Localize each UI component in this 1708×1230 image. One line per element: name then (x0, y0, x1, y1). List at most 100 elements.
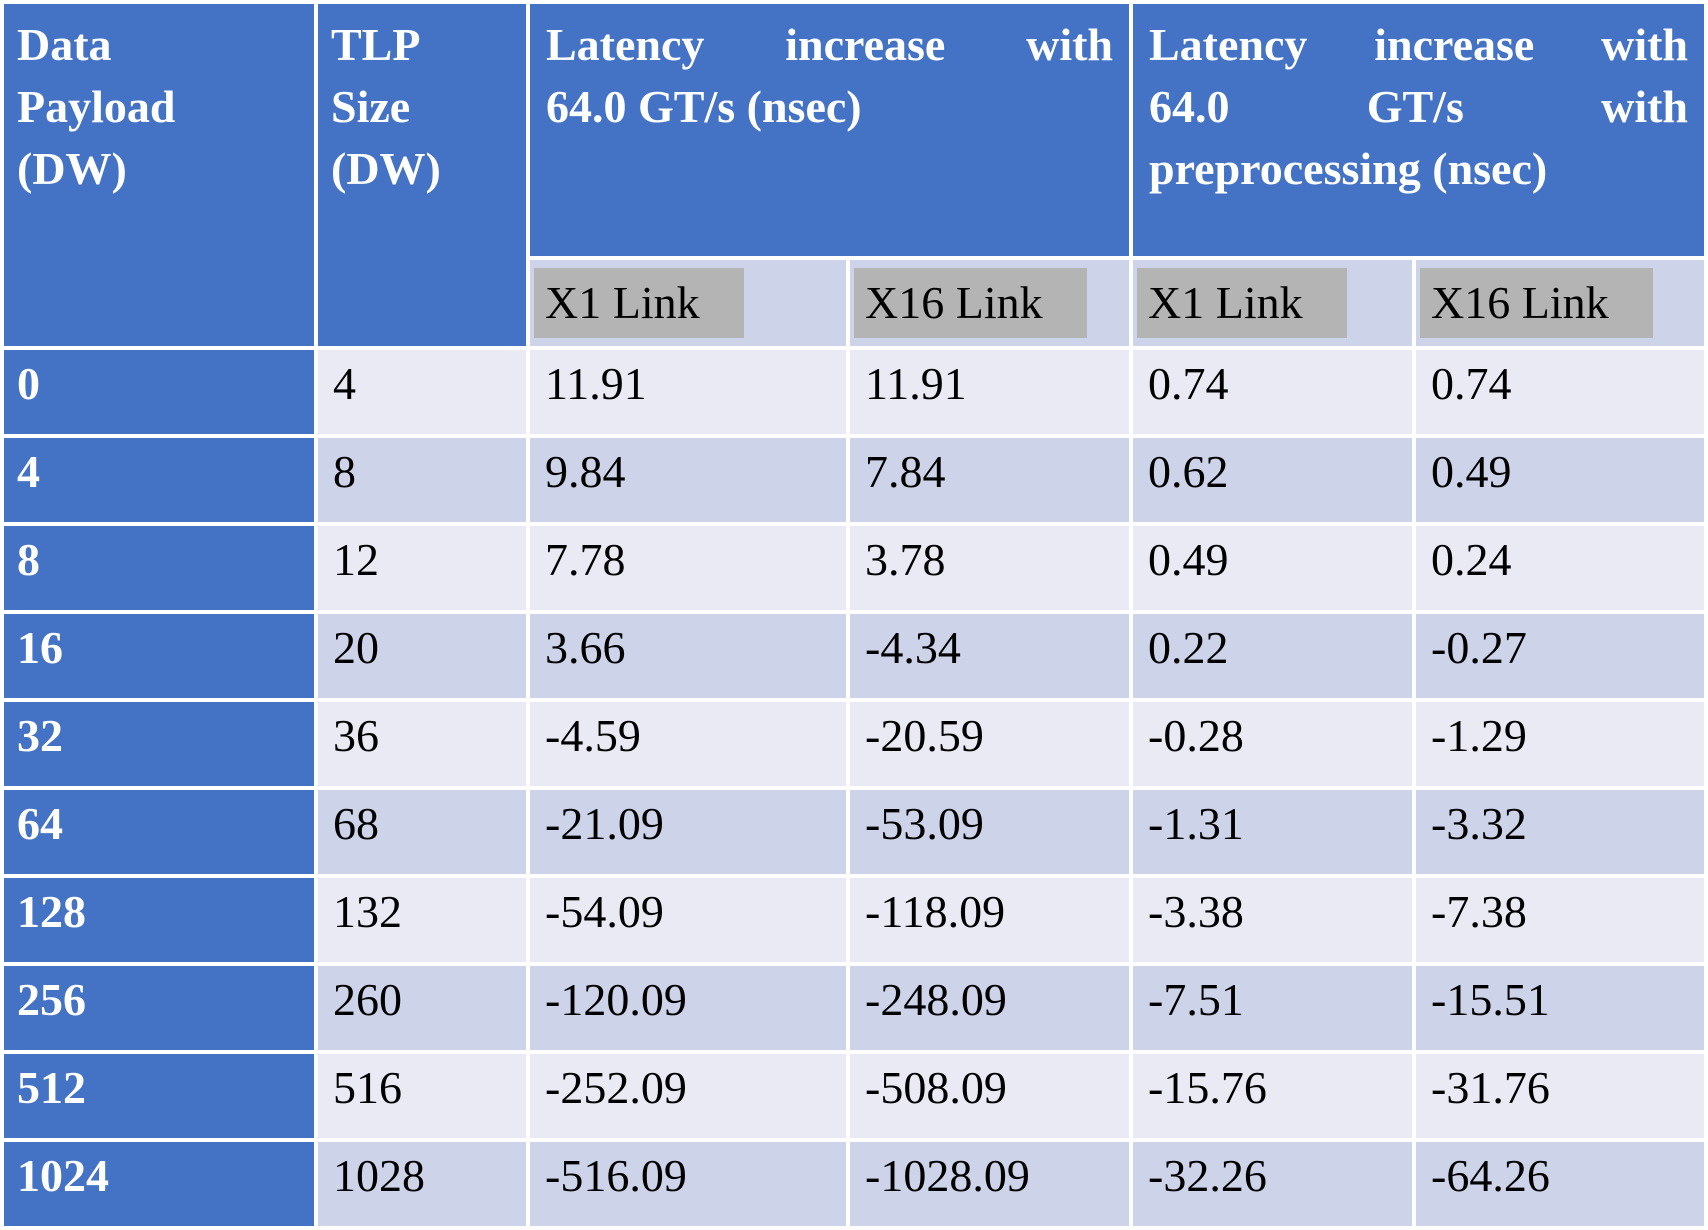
header-word: Payload (17, 81, 176, 132)
cell-tlp-size: 4 (318, 350, 526, 434)
cell-latency-x16: -118.09 (850, 878, 1129, 962)
cell-data-payload: 8 (4, 526, 314, 610)
cell-tlp-size: 68 (318, 790, 526, 874)
header-latency-preprocessing-group: Latency increase with 64.0 GT/s with preproces… (1133, 4, 1704, 256)
cell-data-payload: 128 (4, 878, 314, 962)
header-word: increase (1374, 19, 1535, 70)
header-line: 64.0 GT/s (nsec) (546, 81, 862, 132)
cell-latency-pre-x1: -1.31 (1133, 790, 1412, 874)
table-row: 128 132 -54.09 -118.09 -3.38 -7.38 (4, 878, 1704, 962)
cell-latency-x16: -1028.09 (850, 1142, 1129, 1226)
header-word: with (1601, 81, 1688, 132)
table-row: 32 36 -4.59 -20.59 -0.28 -1.29 (4, 702, 1704, 786)
cell-latency-x1: 11.91 (530, 350, 846, 434)
cell-latency-pre-x1: -3.38 (1133, 878, 1412, 962)
cell-latency-pre-x16: -1.29 (1416, 702, 1704, 786)
cell-latency-x1: 9.84 (530, 438, 846, 522)
table-row: 0 4 11.91 11.91 0.74 0.74 (4, 350, 1704, 434)
header-line: preprocessing (nsec) (1149, 143, 1548, 194)
header-line: Data (17, 14, 298, 76)
cell-data-payload: 256 (4, 966, 314, 1050)
header-word: with (1601, 19, 1688, 70)
cell-latency-x1: -54.09 (530, 878, 846, 962)
cell-latency-x1: -21.09 (530, 790, 846, 874)
cell-latency-pre-x1: -32.26 (1133, 1142, 1412, 1226)
header-line: (DW) (17, 143, 127, 194)
cell-tlp-size: 260 (318, 966, 526, 1050)
cell-latency-pre-x1: -15.76 (1133, 1054, 1412, 1138)
cell-latency-x1: -4.59 (530, 702, 846, 786)
subheader-cell-pre-x16-link: X16 Link (1416, 260, 1704, 346)
cell-latency-pre-x16: -64.26 (1416, 1142, 1704, 1226)
cell-latency-x16: 7.84 (850, 438, 1129, 522)
subheader-cell-pre-x1-link: X1 Link (1133, 260, 1412, 346)
subheader-cell-x16-link: X16 Link (850, 260, 1129, 346)
cell-data-payload: 4 (4, 438, 314, 522)
header-tlp-size: TLP Size (DW) (318, 4, 526, 346)
header-word: Latency (1149, 19, 1308, 70)
header-word: 64.0 (1149, 81, 1230, 132)
cell-tlp-size: 516 (318, 1054, 526, 1138)
cell-latency-pre-x16: -31.76 (1416, 1054, 1704, 1138)
header-line: (DW) (331, 143, 441, 194)
header-line: 64.0 GT/s with (1149, 76, 1688, 138)
table-row: 4 8 9.84 7.84 0.62 0.49 (4, 438, 1704, 522)
cell-tlp-size: 36 (318, 702, 526, 786)
subheader-label-x16-link: X16 Link (854, 268, 1087, 338)
header-word: with (1026, 19, 1113, 70)
cell-data-payload: 1024 (4, 1142, 314, 1226)
header-row: Data Payload (DW) TLP Size (DW) Latency incre… (4, 4, 1704, 346)
cell-latency-x1: -516.09 (530, 1142, 846, 1226)
table-row: 64 68 -21.09 -53.09 -1.31 -3.32 (4, 790, 1704, 874)
cell-latency-x16: -508.09 (850, 1054, 1129, 1138)
cell-latency-x16: -20.59 (850, 702, 1129, 786)
subheader-row: X1 Link X16 Link X1 Link X16 Link (4, 260, 1704, 346)
table-row: 256 260 -120.09 -248.09 -7.51 -15.51 (4, 966, 1704, 1050)
table-row: 16 20 3.66 -4.34 0.22 -0.27 (4, 614, 1704, 698)
header-line: Latency increase with (546, 14, 1113, 76)
cell-latency-pre-x16: -7.38 (1416, 878, 1704, 962)
cell-latency-pre-x16: -15.51 (1416, 966, 1704, 1050)
cell-latency-pre-x1: -7.51 (1133, 966, 1412, 1050)
cell-latency-x1: 7.78 (530, 526, 846, 610)
cell-latency-x1: -252.09 (530, 1054, 846, 1138)
cell-data-payload: 512 (4, 1054, 314, 1138)
cell-data-payload: 32 (4, 702, 314, 786)
cell-latency-x16: -53.09 (850, 790, 1129, 874)
subheader-label-x1-link: X1 Link (534, 268, 744, 338)
cell-latency-x16: 11.91 (850, 350, 1129, 434)
cell-latency-pre-x1: -0.28 (1133, 702, 1412, 786)
cell-tlp-size: 8 (318, 438, 526, 522)
subheader-cell-x1-link: X1 Link (530, 260, 846, 346)
cell-tlp-size: 20 (318, 614, 526, 698)
table-row: 8 12 7.78 3.78 0.49 0.24 (4, 526, 1704, 610)
subheader-label-pre-x1-link: X1 Link (1137, 268, 1347, 338)
cell-data-payload: 0 (4, 350, 314, 434)
cell-latency-x16: -248.09 (850, 966, 1129, 1050)
cell-latency-x1: 3.66 (530, 614, 846, 698)
header-word: TLP (331, 19, 421, 70)
header-word: Size (331, 81, 411, 132)
header-word: Latency (546, 19, 705, 70)
cell-latency-pre-x1: 0.49 (1133, 526, 1412, 610)
header-word: Data (17, 19, 112, 70)
table-row: 1024 1028 -516.09 -1028.09 -32.26 -64.26 (4, 1142, 1704, 1226)
header-data-payload: Data Payload (DW) (4, 4, 314, 346)
cell-tlp-size: 1028 (318, 1142, 526, 1226)
cell-latency-x16: -4.34 (850, 614, 1129, 698)
cell-latency-x1: -120.09 (530, 966, 846, 1050)
cell-latency-pre-x1: 0.62 (1133, 438, 1412, 522)
header-line: TLP (331, 14, 510, 76)
header-line: Payload (17, 76, 298, 138)
cell-latency-pre-x1: 0.22 (1133, 614, 1412, 698)
cell-latency-x16: 3.78 (850, 526, 1129, 610)
cell-latency-pre-x16: 0.49 (1416, 438, 1704, 522)
subheader-label-pre-x16-link: X16 Link (1420, 268, 1653, 338)
table-row: 512 516 -252.09 -508.09 -15.76 -31.76 (4, 1054, 1704, 1138)
cell-data-payload: 16 (4, 614, 314, 698)
header-line: Size (331, 76, 510, 138)
header-word: increase (785, 19, 946, 70)
header-latency-group: Latency increase with 64.0 GT/s (nsec) (530, 4, 1129, 256)
header-word: GT/s (1366, 81, 1464, 132)
